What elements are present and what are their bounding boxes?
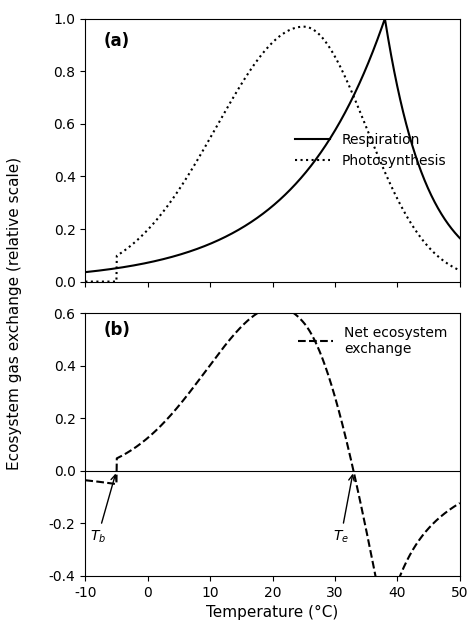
Respiration: [381, 17, 387, 24]
Photosynthesis: [121, 247, 127, 255]
Text: $T_o$: $T_o$: [0, 625, 1, 626]
X-axis label: Temperature (°C): Temperature (°C): [206, 605, 339, 620]
Net ecosystem
exchange: [382, 618, 387, 626]
Line: Net ecosystem
exchange: Net ecosystem exchange: [85, 307, 460, 624]
Net ecosystem
exchange: [375, 583, 381, 591]
Text: $T_e$: $T_e$: [333, 475, 354, 545]
Respiration: [382, 15, 388, 23]
Net ecosystem
exchange: [382, 620, 388, 626]
Respiration: [247, 219, 253, 227]
Net ecosystem
exchange: [273, 303, 279, 310]
Respiration: [234, 227, 239, 235]
Text: (b): (b): [104, 321, 131, 339]
Photosynthesis: [234, 88, 239, 95]
Net ecosystem
exchange: [82, 476, 88, 484]
Respiration: [82, 269, 88, 276]
Legend: Respiration, Photosynthesis: Respiration, Photosynthesis: [289, 126, 453, 175]
Text: Ecosystem gas exchange (relative scale): Ecosystem gas exchange (relative scale): [7, 156, 22, 470]
Line: Respiration: Respiration: [85, 19, 460, 272]
Respiration: [339, 114, 345, 121]
Line: Photosynthesis: Photosynthesis: [85, 27, 460, 282]
Respiration: [374, 36, 380, 44]
Photosynthesis: [457, 267, 463, 274]
Photosynthesis: [301, 23, 307, 31]
Net ecosystem
exchange: [121, 451, 127, 459]
Text: $T_b$: $T_b$: [90, 475, 117, 545]
Photosynthesis: [340, 68, 346, 76]
Net ecosystem
exchange: [234, 328, 239, 336]
Photosynthesis: [82, 278, 88, 285]
Legend: Net ecosystem
exchange: Net ecosystem exchange: [292, 320, 453, 361]
Net ecosystem
exchange: [247, 315, 253, 322]
Respiration: [457, 234, 463, 242]
Photosynthesis: [375, 151, 381, 159]
Photosynthesis: [382, 167, 387, 175]
Text: (a): (a): [104, 32, 130, 50]
Respiration: [121, 264, 127, 271]
Net ecosystem
exchange: [457, 500, 463, 507]
Net ecosystem
exchange: [340, 423, 346, 430]
Photosynthesis: [247, 66, 253, 74]
